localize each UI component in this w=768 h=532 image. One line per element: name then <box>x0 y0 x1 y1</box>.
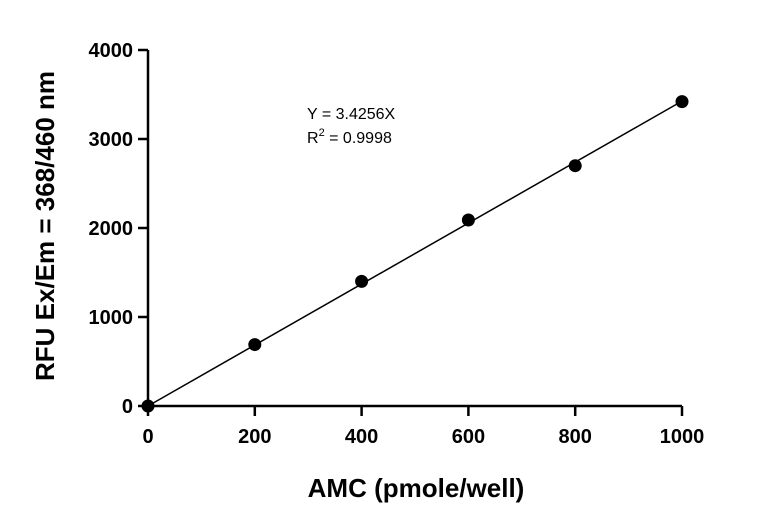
y-tick-label: 1000 <box>89 307 134 329</box>
axes-layer <box>138 48 684 416</box>
labels-layer: 0 1000 2000 3000 4000 0 200 400 600 800 1000 <box>89 40 705 448</box>
y-axis-title: RFU Ex/Em = 368/460 nm <box>30 71 60 381</box>
y-tick-label: 0 <box>122 396 133 418</box>
data-points-layer <box>141 95 689 413</box>
r-squared-value: = 0.9998 <box>325 130 392 147</box>
r-squared-prefix: R <box>307 130 319 147</box>
fit-line-layer <box>147 100 683 407</box>
r-squared-annotation: R2 = 0.9998 <box>307 127 392 147</box>
x-tick-label: 600 <box>452 426 485 448</box>
x-tick-label: 400 <box>345 426 378 448</box>
y-tick-label: 4000 <box>89 40 134 62</box>
data-point <box>141 399 155 413</box>
data-point <box>355 274 369 288</box>
data-point <box>248 338 262 352</box>
y-tick-label: 3000 <box>89 129 134 151</box>
regression-line <box>147 100 683 407</box>
r-squared-superscript: 2 <box>319 127 325 139</box>
y-tick-label: 2000 <box>89 218 134 240</box>
x-tick-label: 1000 <box>660 426 705 448</box>
x-tick-label: 200 <box>238 426 271 448</box>
data-point <box>675 95 689 109</box>
x-tick-label: 0 <box>142 426 153 448</box>
x-tick-label: 800 <box>559 426 592 448</box>
x-axis-title: AMC (pmole/well) <box>308 473 525 503</box>
data-point <box>461 213 475 227</box>
equation-annotation: Y = 3.4256X <box>307 106 396 123</box>
data-point <box>568 159 582 173</box>
